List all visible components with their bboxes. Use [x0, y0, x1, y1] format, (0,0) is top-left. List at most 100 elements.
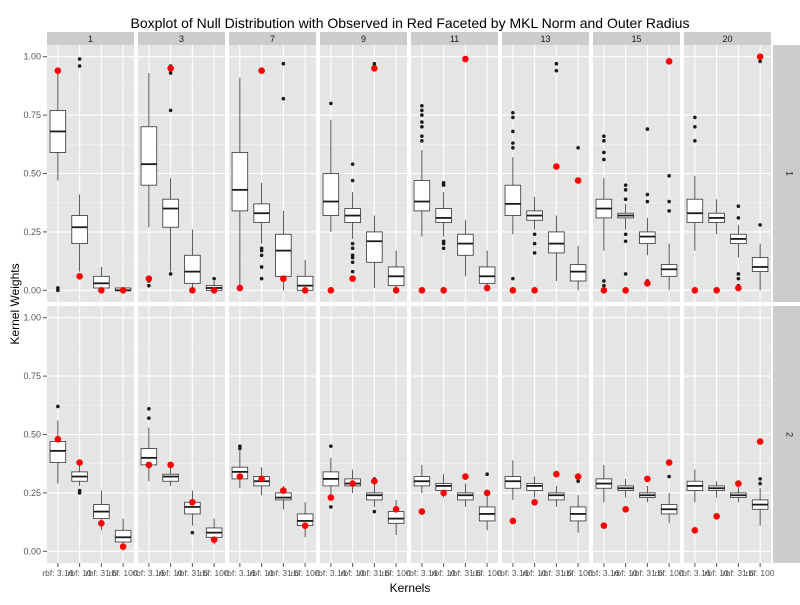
outlier-point	[667, 174, 671, 178]
y-tick-label: 0.50	[23, 430, 41, 440]
outlier-point	[645, 199, 650, 204]
observed-point	[531, 498, 538, 506]
box	[162, 473, 179, 482]
outlier-point	[329, 505, 333, 509]
observed-point	[735, 284, 742, 292]
box	[413, 180, 431, 212]
observed-point	[54, 67, 62, 74]
outlier-point	[147, 416, 151, 420]
box	[569, 264, 587, 282]
facet-strip-label-col-9: 9	[361, 34, 366, 44]
facet-strip-col-13	[502, 32, 589, 45]
outlier-point	[420, 108, 424, 113]
x-tick-label: rbf: 10	[250, 568, 274, 578]
facet-strip-label-col-7: 7	[270, 34, 275, 44]
observed-point	[210, 287, 218, 294]
outlier-point	[532, 251, 537, 255]
facet-panel-row2-col7	[229, 306, 316, 563]
box	[93, 275, 110, 289]
outlier-point	[420, 134, 424, 138]
x-tick-label: rbf: 10	[341, 568, 365, 578]
observed-point	[145, 275, 153, 282]
facet-panel-row1-col15	[593, 45, 680, 302]
facet-panel-row2-col3	[138, 306, 225, 563]
x-tick-label: rbf: 31.6	[268, 568, 299, 578]
outlier-point	[511, 115, 515, 120]
outlier-point	[758, 481, 762, 486]
outlier-point	[281, 61, 286, 66]
observed-point	[440, 489, 447, 497]
observed-point	[691, 287, 699, 294]
facet-strip-row-1	[773, 45, 800, 302]
observed-point	[418, 287, 426, 294]
outlier-point	[645, 192, 650, 197]
outlier-point	[576, 479, 580, 484]
outlier-point	[758, 59, 762, 64]
box	[322, 173, 340, 216]
outlier-point	[259, 246, 264, 251]
x-tick-label: rbf: 31.6	[450, 568, 481, 578]
box	[275, 233, 292, 277]
observed-point	[327, 494, 335, 501]
y-tick-label: 0.00	[23, 285, 41, 295]
outlier-point	[77, 488, 82, 493]
facet-panel-row2-col1	[47, 306, 134, 563]
x-tick-label: rbf: 10	[68, 568, 92, 578]
box	[660, 264, 678, 277]
outlier-point	[168, 108, 173, 113]
facet-strip-col-20	[684, 32, 771, 45]
observed-point	[644, 280, 651, 287]
y-tick-label: 0.50	[23, 169, 41, 179]
outlier-point	[350, 246, 355, 251]
outlier-point	[372, 61, 377, 66]
observed-point	[236, 284, 244, 292]
box	[478, 266, 496, 284]
outlier-point	[420, 138, 424, 143]
outlier-point	[645, 127, 650, 131]
x-tick-label: rbf: 100	[382, 568, 411, 578]
outlier-point	[511, 146, 515, 150]
observed-point	[54, 435, 62, 443]
observed-point	[119, 287, 127, 294]
outlier-point	[667, 474, 671, 479]
outlier-point	[190, 530, 195, 535]
outlier-point	[554, 61, 559, 66]
x-axis-label: Kernels	[390, 581, 431, 595]
y-tick-label: 1.00	[23, 313, 41, 323]
outlier-point	[602, 283, 606, 288]
outlier-point	[77, 57, 82, 61]
outlier-point	[259, 276, 264, 281]
observed-point	[258, 67, 265, 74]
facet-panel-row1-col3	[138, 45, 225, 302]
box	[504, 476, 522, 489]
observed-point	[236, 473, 244, 480]
x-tick-label: rbf: 31.6	[541, 568, 572, 578]
outlier-point	[259, 265, 264, 269]
observed-point	[462, 55, 469, 63]
box	[114, 529, 132, 543]
observed-point	[418, 508, 426, 515]
x-tick-label: rbf: 3.16	[406, 568, 437, 578]
outlier-point	[554, 68, 559, 73]
observed-point	[301, 522, 309, 529]
outlier-point	[667, 209, 671, 213]
box	[457, 492, 474, 501]
observed-point	[98, 519, 105, 527]
outlier-point	[693, 138, 697, 143]
outlier-point	[511, 129, 515, 134]
outlier-point	[350, 253, 355, 258]
x-tick-label: rbf: 10	[159, 568, 183, 578]
outlier-point	[420, 113, 424, 117]
observed-point	[665, 459, 673, 466]
outlier-point	[441, 181, 446, 185]
outlier-point	[329, 444, 333, 448]
observed-point	[553, 470, 560, 478]
facet-panel-row2-col13	[502, 306, 589, 563]
observed-point	[644, 475, 651, 483]
facet-strip-col-11	[411, 32, 498, 45]
observed-point	[713, 287, 720, 294]
outlier-point	[350, 260, 355, 265]
observed-point	[713, 512, 720, 520]
facet-strip-label-col-13: 13	[540, 34, 550, 44]
